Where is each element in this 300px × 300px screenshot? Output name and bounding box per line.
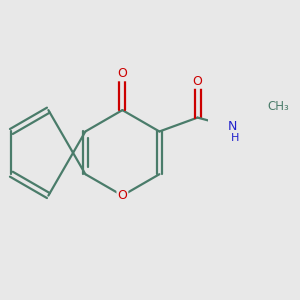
Text: H: H [231,133,240,143]
Text: O: O [118,189,127,202]
Text: O: O [118,67,127,80]
Text: N: N [228,121,237,134]
Text: CH₃: CH₃ [268,100,289,113]
Text: O: O [193,75,202,88]
